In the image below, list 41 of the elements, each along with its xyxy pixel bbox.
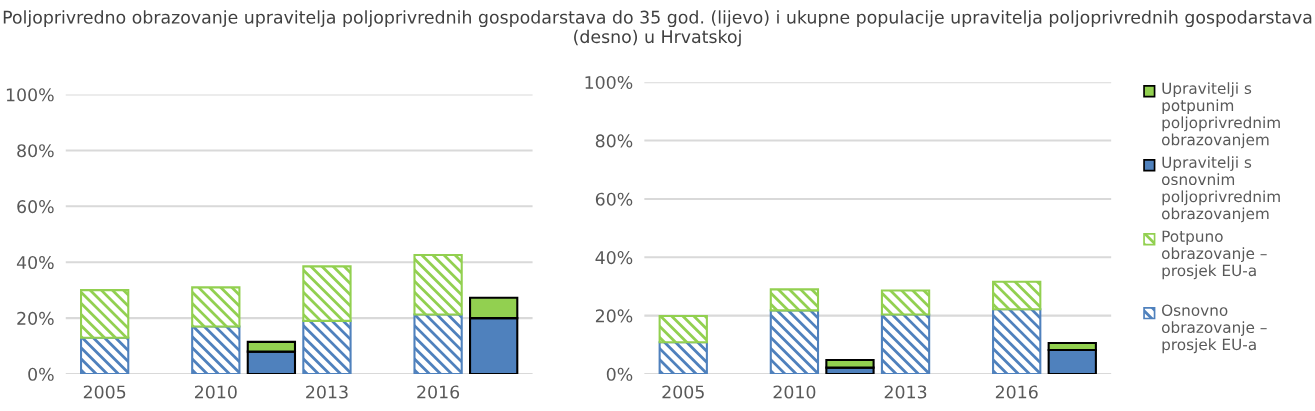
bar [992, 280, 1042, 311]
text: Poljoprivredno obrazovanje upravitelja poljoprivrednih gospodarstava do 35 god. (lijevo) i ukupne populacije upravitelja poljoprivrednih gospodarstava (desno) u Hrvatskoj [3, 10, 1312, 47]
legend-label: Upravitelji s potpunim poljoprivrednim obrazovanjem [1161, 82, 1280, 149]
x-tick-label: 2005 [83, 385, 126, 399]
y-tick-label: 100% [585, 75, 633, 90]
x-tick-label: 2013 [884, 385, 927, 399]
x-tick-label: 2010 [773, 385, 816, 399]
y-tick-label: 20% [595, 309, 633, 323]
bar [658, 314, 708, 344]
bar [880, 289, 931, 316]
bar [79, 289, 130, 339]
y-tick-label: 100% [6, 88, 54, 102]
bar [658, 341, 708, 375]
y-tick-label: 0% [28, 367, 54, 381]
legend-label: Osnovno obrazovanje – prosjek EU-a [1161, 304, 1267, 354]
bar [880, 313, 931, 375]
x-tick-label: 2016 [417, 385, 460, 399]
y-tick-label: 0% [606, 367, 633, 381]
x-tick-label: 2013 [306, 385, 348, 399]
bar [191, 286, 241, 328]
x-tick-label: 2005 [662, 385, 704, 399]
y-tick-label: 60% [595, 192, 633, 206]
y-tick-label: 80% [595, 134, 633, 148]
y-tick-label: 60% [17, 200, 54, 214]
bar [769, 288, 820, 312]
y-tick-label: 40% [16, 255, 54, 270]
bar [302, 319, 352, 375]
x-tick-label: 2010 [194, 385, 237, 399]
bar [992, 308, 1042, 375]
legend-label: Potpuno obrazovanje – prosjek EU-a [1161, 230, 1267, 280]
y-tick-label: 80% [17, 144, 54, 158]
y-tick-label: 40% [595, 251, 633, 265]
legend-label: Upravitelji s osnovnim poljoprivrednim obrazovanjem [1161, 156, 1280, 223]
y-tick-label: 20% [17, 311, 54, 325]
x-tick-label: 2016 [995, 385, 1038, 399]
bar [302, 265, 352, 322]
bar [191, 325, 241, 375]
bar [769, 309, 820, 375]
bar [79, 336, 130, 375]
bar [413, 253, 463, 316]
bar [413, 313, 463, 375]
